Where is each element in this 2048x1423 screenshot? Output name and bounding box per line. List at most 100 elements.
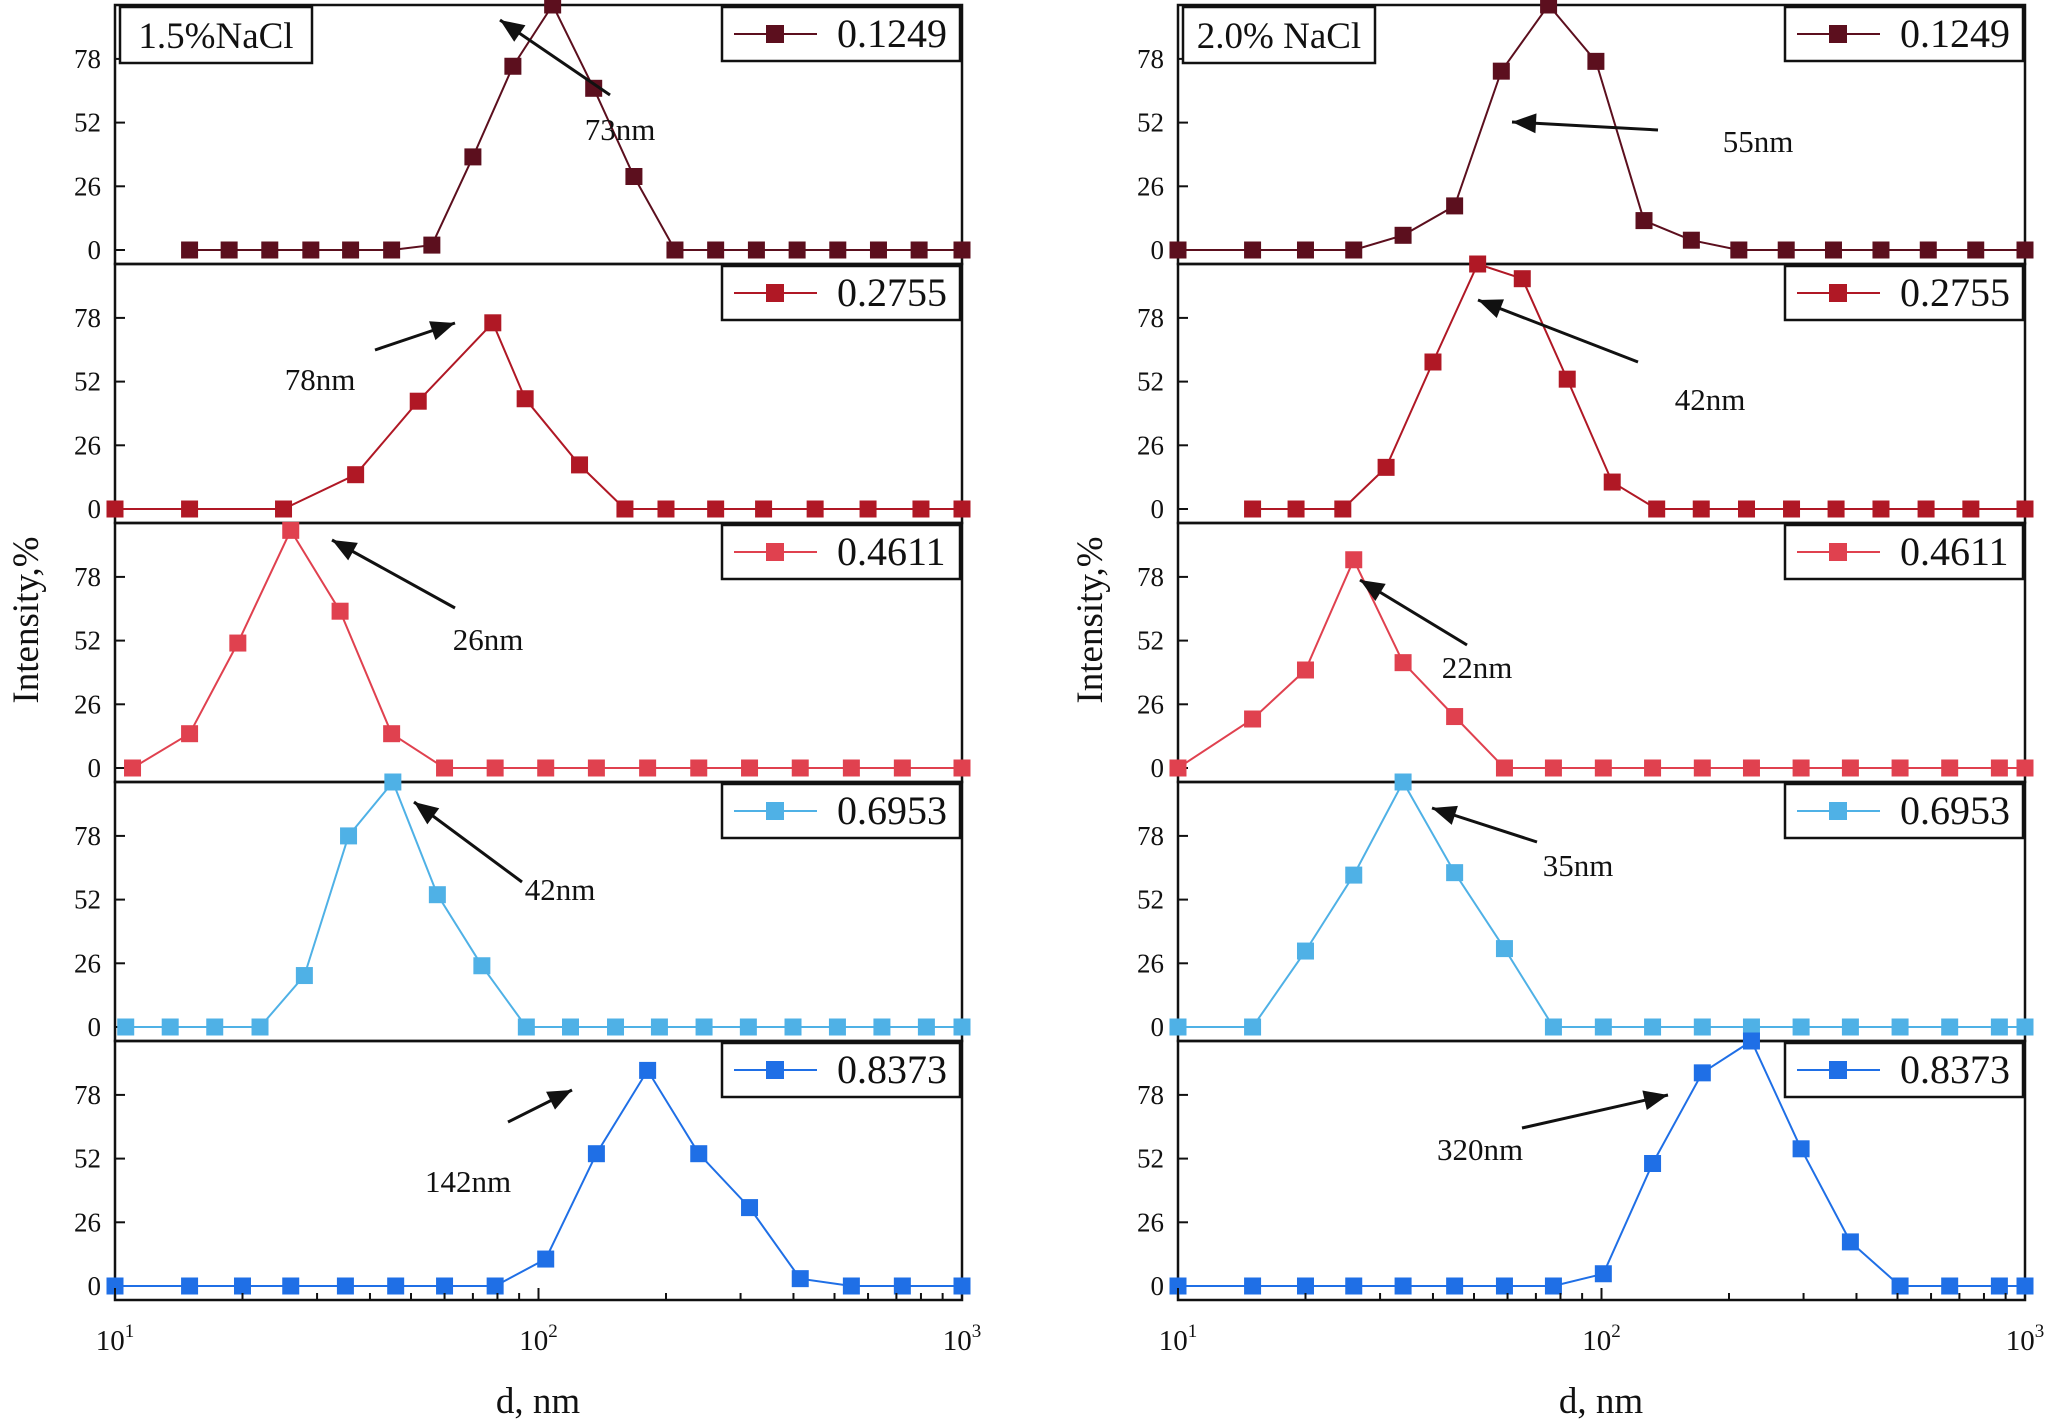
- data-point: [806, 500, 824, 518]
- data-point: [181, 1277, 199, 1295]
- data-point: [707, 500, 725, 518]
- y-tick-label: 78: [74, 303, 101, 333]
- data-point: [1682, 231, 1700, 249]
- data-point: [1693, 1064, 1711, 1082]
- data-point: [1244, 1018, 1262, 1036]
- y-tick-label: 0: [1151, 494, 1165, 524]
- data-point: [690, 1145, 708, 1163]
- data-point: [1891, 759, 1909, 777]
- data-point: [1296, 241, 1314, 259]
- data-point: [1394, 1277, 1412, 1295]
- data-point: [859, 500, 877, 518]
- y-tick-label: 0: [88, 494, 102, 524]
- data-point: [1169, 1277, 1187, 1295]
- data-point: [587, 1145, 605, 1163]
- y-tick-label: 26: [74, 430, 101, 460]
- data-point: [384, 773, 402, 791]
- y-tick-label: 0: [88, 753, 102, 783]
- legend-label: 0.8373: [837, 1047, 947, 1092]
- y-tick-label: 52: [1137, 367, 1164, 397]
- data-point: [340, 827, 358, 845]
- data-point: [912, 500, 930, 518]
- legend-marker: [1829, 543, 1847, 561]
- data-point: [161, 1018, 179, 1036]
- data-point: [537, 759, 555, 777]
- data-point: [484, 314, 502, 332]
- legend-marker: [1829, 802, 1847, 820]
- data-point: [229, 634, 247, 652]
- data-point: [873, 1018, 891, 1036]
- data-point: [1446, 864, 1464, 882]
- data-point: [953, 1277, 971, 1295]
- data-point: [1644, 759, 1662, 777]
- y-tick-label: 78: [1137, 303, 1164, 333]
- data-point: [893, 759, 911, 777]
- data-point: [1990, 1277, 2008, 1295]
- data-point: [1446, 1277, 1464, 1295]
- data-point: [336, 1277, 354, 1295]
- data-point: [1644, 1018, 1662, 1036]
- y-tick-label: 0: [1151, 753, 1165, 783]
- x-tick-label: 101: [1159, 1321, 1198, 1357]
- y-tick-label: 26: [74, 1207, 101, 1237]
- data-point: [1693, 1018, 1711, 1036]
- data-point: [331, 602, 349, 620]
- data-point: [1827, 500, 1845, 518]
- y-axis-label: Intensity,%: [1070, 536, 1111, 703]
- data-point: [1492, 62, 1510, 80]
- data-point: [473, 957, 491, 975]
- data-point: [1345, 866, 1363, 884]
- x-tick-label: 102: [1582, 1321, 1621, 1357]
- data-point: [464, 148, 482, 166]
- annotation-arrow: [1511, 120, 1659, 132]
- data-point: [1742, 759, 1760, 777]
- legend-marker: [766, 1061, 784, 1079]
- y-tick-label: 0: [1151, 1012, 1165, 1042]
- annotation-label: 142nm: [425, 1164, 511, 1199]
- data-point: [347, 466, 365, 484]
- legend-label: 0.1249: [837, 11, 947, 56]
- data-point: [1941, 1277, 1959, 1295]
- y-tick-label: 78: [74, 44, 101, 74]
- data-point: [1446, 708, 1464, 726]
- y-tick-label: 52: [74, 108, 101, 138]
- data-point: [1692, 500, 1710, 518]
- data-point: [181, 241, 199, 259]
- data-point: [1891, 1018, 1909, 1036]
- data-point: [1377, 458, 1395, 476]
- data-point: [788, 241, 806, 259]
- data-point: [117, 1018, 135, 1036]
- annotation-label: 42nm: [525, 872, 596, 907]
- data-point: [261, 241, 279, 259]
- data-point: [2016, 1018, 2034, 1036]
- data-point: [1693, 759, 1711, 777]
- data-point: [695, 1018, 713, 1036]
- x-tick-label: 101: [96, 1321, 135, 1357]
- y-tick-label: 52: [1137, 885, 1164, 915]
- annotation-arrowhead: [1432, 805, 1458, 825]
- data-point: [409, 392, 427, 410]
- data-point: [1644, 1155, 1662, 1172]
- data-point: [1296, 661, 1314, 679]
- legend-label: 0.4611: [837, 529, 946, 574]
- legend-label: 0.4611: [1900, 529, 2009, 574]
- data-point: [910, 241, 928, 259]
- data-point: [1544, 759, 1562, 777]
- data-point: [791, 759, 809, 777]
- data-point: [842, 1277, 860, 1295]
- y-tick-label: 26: [1137, 948, 1164, 978]
- annotation-arrowhead: [332, 540, 358, 561]
- data-point: [625, 168, 643, 185]
- data-point: [639, 1061, 657, 1079]
- y-tick-label: 78: [74, 821, 101, 851]
- data-point: [828, 1018, 846, 1036]
- y-tick-label: 0: [88, 235, 102, 265]
- data-point: [869, 241, 887, 259]
- data-point: [1394, 654, 1412, 672]
- data-point: [1742, 1032, 1760, 1050]
- data-point: [842, 759, 860, 777]
- data-point: [1648, 500, 1666, 518]
- y-tick-label: 26: [74, 948, 101, 978]
- x-tick-label: 102: [519, 1321, 558, 1357]
